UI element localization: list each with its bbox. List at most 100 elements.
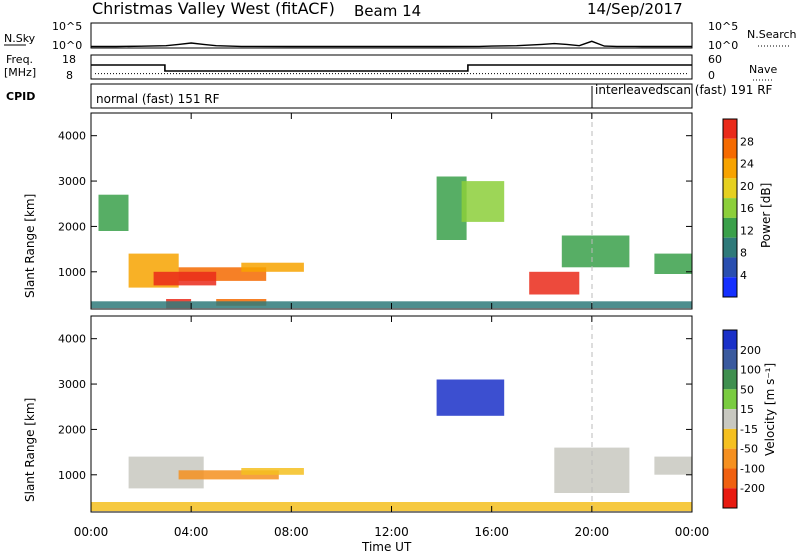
- y-tick-label: 4000: [58, 130, 86, 143]
- noise-left-label: N.Sky: [4, 32, 36, 45]
- heatmap-cell: [153, 271, 217, 286]
- colorbar-swatch: [723, 369, 737, 390]
- heatmap-cell: [241, 468, 304, 475]
- noise-left-tick-bottom: 10^0: [52, 39, 82, 52]
- colorbar-tick-label: 16: [740, 202, 754, 215]
- colorbar-swatch: [723, 138, 737, 159]
- velocity-y-axis: 1000 2000 3000 4000: [58, 333, 692, 482]
- freq-tick-bottom: 8: [66, 69, 73, 82]
- colorbar-swatch: [723, 217, 737, 238]
- colorbar-tick-label: -15: [740, 423, 758, 436]
- power-ylabel: Slant Range [km]: [23, 194, 37, 298]
- colorbar-swatch: [723, 277, 737, 297]
- heatmap-cell: [178, 470, 279, 480]
- plot-title: Christmas Valley West (fitACF): [92, 0, 335, 18]
- power-y-axis: 1000 2000 3000 4000: [58, 130, 692, 279]
- power-panel: 1000 2000 3000 4000 Slant Range [km] 28 24 20…: [23, 112, 773, 310]
- colorbar-swatch: [723, 237, 737, 258]
- heatmap-cell: [654, 253, 692, 274]
- freq-tick-top: 18: [62, 53, 76, 66]
- y-tick-label: 3000: [58, 378, 86, 391]
- colorbar-swatch: [723, 330, 737, 350]
- x-tick-label: 00:00: [675, 525, 710, 539]
- noise-right-label: N.Search: [747, 28, 797, 41]
- colorbar-swatch: [723, 448, 737, 469]
- x-tick-label: 20:00: [575, 525, 610, 539]
- y-tick-label: 4000: [58, 333, 86, 346]
- x-tick-label: 00:00: [74, 525, 109, 539]
- colorbar-swatch: [723, 178, 737, 199]
- colorbar-tick-label: 20: [740, 180, 754, 193]
- colorbar-swatch: [723, 428, 737, 449]
- cpid-mode-2: interleavedscan (fast) 191 RF: [595, 83, 773, 97]
- colorbar-frame: [722, 118, 738, 298]
- colorbar-tick-label: 24: [740, 158, 754, 171]
- heatmap-cell: [561, 235, 630, 268]
- colorbar-tick-label: -50: [740, 443, 758, 456]
- heatmap-cell: [529, 271, 580, 295]
- colorbar-tick-label: 4: [740, 269, 747, 282]
- colorbar-swatch: [723, 409, 737, 429]
- power-heatmap: [91, 176, 692, 309]
- colorbar-swatch: [723, 257, 737, 278]
- heatmap-cell: [461, 181, 505, 222]
- velocity-heatmap: [91, 379, 692, 512]
- heatmap-cell: [241, 262, 304, 272]
- nave-tick-top: 60: [708, 53, 722, 66]
- power-colorbar: 28 24 20 16 12 8 4: [722, 118, 754, 298]
- frequency-panel: Freq. [MHz] 18 8 Nave 60 0: [4, 53, 777, 82]
- velocity-colorbar: 200 100 50 15 -15 -50 -100 -200: [722, 329, 765, 509]
- nave-tick-bottom: 0: [708, 69, 715, 82]
- frequency-series-line: [91, 64, 692, 72]
- date-label: 14/Sep/2017: [587, 0, 683, 18]
- time-x-axis: 00:00 04:00 08:00 12:00 16:00 20:00 00:00: [74, 113, 710, 539]
- x-axis-label: Time UT: [361, 540, 412, 554]
- x-tick-label: 16:00: [474, 525, 509, 539]
- colorbar-tick-label: 12: [740, 224, 754, 237]
- colorbar-swatch: [723, 158, 737, 179]
- colorbar-tick-label: -200: [740, 482, 765, 495]
- noise-left-tick-top: 10^5: [52, 20, 82, 33]
- noise-right-tick-bottom: 10^0: [708, 39, 738, 52]
- x-tick-label: 12:00: [374, 525, 409, 539]
- heatmap-cell: [654, 456, 692, 475]
- y-tick-label: 2000: [58, 423, 86, 436]
- colorbar-swatch: [723, 119, 737, 139]
- colorbar-tick-label: 200: [740, 344, 761, 357]
- velocity-panel: 1000 2000 3000 4000 Slant Range [km] 200 100…: [23, 315, 777, 513]
- velocity-ylabel: Slant Range [km]: [23, 398, 37, 502]
- colorbar-swatch: [723, 198, 737, 218]
- colorbar-tick-label: 100: [740, 364, 761, 377]
- noise-panel: N.Sky 10^5 10^0 N.Search 10^5 10^0: [4, 20, 797, 52]
- y-tick-label: 1000: [58, 266, 86, 279]
- beam-label: Beam 14: [354, 2, 421, 20]
- cpid-mode-1: normal (fast) 151 RF: [96, 92, 220, 106]
- nave-label: Nave: [749, 63, 777, 76]
- y-tick-label: 2000: [58, 220, 86, 233]
- x-tick-label: 08:00: [274, 525, 309, 539]
- colorbar-tick-label: 15: [740, 403, 754, 416]
- y-tick-label: 1000: [58, 469, 86, 482]
- velocity-colorbar-label: Velocity [m s⁻¹]: [763, 363, 777, 456]
- heatmap-cell: [98, 194, 129, 231]
- y-tick-label: 3000: [58, 175, 86, 188]
- colorbar-tick-label: 8: [740, 247, 747, 260]
- colorbar-tick-label: 50: [740, 383, 754, 396]
- colorbar-swatch: [723, 468, 737, 489]
- heatmap-cell: [436, 379, 505, 416]
- cpid-panel: CPID normal (fast) 151 RF interleavedsca…: [6, 83, 773, 109]
- power-colorbar-label: Power [dB]: [759, 183, 773, 248]
- colorbar-swatch: [723, 488, 737, 508]
- colorbar-swatch: [723, 349, 737, 370]
- colorbar-frame: [722, 329, 738, 509]
- x-tick-label: 04:00: [174, 525, 209, 539]
- freq-label-1: Freq.: [6, 53, 33, 66]
- freq-label-2: [MHz]: [4, 66, 36, 79]
- colorbar-tick-label: 28: [740, 135, 754, 148]
- cpid-label: CPID: [6, 90, 35, 103]
- noise-series-line: [91, 40, 692, 48]
- colorbar-tick-label: -100: [740, 462, 765, 475]
- colorbar-swatch: [723, 389, 737, 410]
- noise-right-tick-top: 10^5: [708, 20, 738, 33]
